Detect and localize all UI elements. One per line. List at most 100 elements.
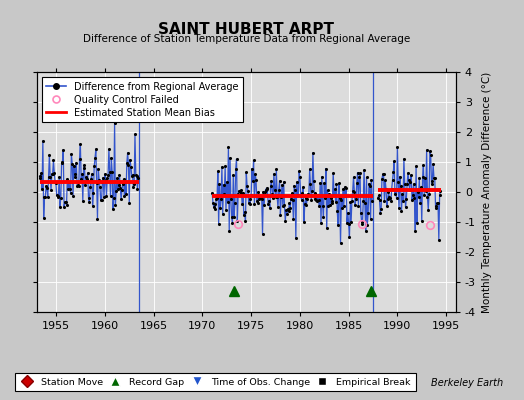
Point — [211, 206, 220, 212]
Point — [319, 203, 327, 209]
Point — [332, 199, 340, 205]
Point — [425, 191, 433, 197]
Point — [289, 216, 298, 222]
Point — [290, 182, 298, 189]
Point — [322, 225, 331, 232]
Point — [238, 201, 246, 208]
Point — [250, 201, 259, 208]
Point — [81, 182, 90, 189]
Point — [427, 181, 435, 187]
Point — [63, 176, 71, 182]
Point — [271, 194, 280, 200]
Point — [37, 170, 46, 176]
Point — [361, 200, 369, 206]
Legend: Difference from Regional Average, Quality Control Failed, Estimated Station Mean: Difference from Regional Average, Qualit… — [41, 77, 243, 122]
Point — [391, 191, 399, 198]
Point — [345, 234, 354, 240]
Point — [269, 195, 277, 201]
Point — [334, 222, 342, 229]
Point — [80, 165, 88, 172]
Point — [431, 205, 440, 211]
Point — [59, 146, 68, 153]
Point — [232, 166, 240, 172]
Point — [300, 219, 308, 226]
Point — [73, 182, 81, 189]
Point — [69, 192, 77, 199]
Point — [261, 186, 270, 193]
Y-axis label: Monthly Temperature Anomaly Difference (°C): Monthly Temperature Anomaly Difference (… — [482, 71, 492, 313]
Point — [391, 186, 400, 192]
Point — [400, 181, 409, 187]
Point — [421, 174, 429, 181]
Point — [344, 220, 353, 227]
Point — [396, 174, 404, 180]
Point — [313, 198, 321, 204]
Point — [409, 180, 418, 187]
Point — [219, 211, 227, 217]
Point — [72, 160, 81, 166]
Point — [110, 195, 118, 202]
Point — [264, 201, 272, 208]
Point — [93, 216, 102, 222]
Point — [436, 188, 445, 194]
Point — [66, 186, 74, 192]
Point — [415, 175, 423, 181]
Point — [235, 188, 243, 194]
Point — [422, 147, 431, 153]
Point — [98, 179, 106, 186]
Point — [406, 179, 414, 185]
Point — [39, 138, 47, 144]
Point — [323, 187, 332, 193]
Point — [239, 189, 247, 196]
Point — [103, 175, 112, 182]
Point — [337, 197, 345, 203]
Point — [245, 196, 254, 202]
Point — [116, 184, 125, 191]
Point — [350, 188, 358, 195]
Point — [245, 200, 253, 206]
Point — [257, 196, 266, 202]
Point — [229, 172, 237, 178]
Point — [425, 148, 434, 154]
Point — [239, 212, 248, 218]
Point — [228, 219, 237, 226]
Point — [358, 220, 367, 227]
Point — [428, 178, 436, 184]
Point — [405, 176, 413, 183]
Point — [248, 178, 257, 184]
Point — [70, 174, 79, 180]
Point — [390, 158, 398, 164]
Point — [424, 206, 432, 213]
Text: SAINT HUBERT ARPT: SAINT HUBERT ARPT — [158, 22, 334, 37]
Point — [432, 203, 441, 209]
Point — [255, 196, 264, 202]
Point — [96, 197, 105, 203]
Point — [102, 193, 111, 199]
Point — [279, 203, 287, 210]
Point — [278, 182, 286, 188]
Point — [379, 171, 388, 177]
Point — [252, 177, 260, 183]
Point — [381, 177, 389, 183]
Point — [114, 182, 123, 188]
Point — [261, 188, 269, 195]
Point — [223, 198, 232, 205]
Point — [309, 150, 317, 156]
Point — [251, 171, 259, 177]
Point — [39, 215, 48, 222]
Point — [96, 184, 104, 190]
Point — [83, 170, 92, 176]
Point — [267, 178, 276, 184]
Point — [127, 172, 136, 179]
Point — [76, 141, 84, 147]
Point — [77, 176, 85, 182]
Point — [413, 189, 422, 196]
Point — [58, 160, 66, 166]
Point — [111, 202, 119, 208]
Point — [52, 180, 60, 186]
Point — [254, 189, 263, 195]
Point — [374, 194, 382, 201]
Point — [71, 170, 80, 177]
Point — [364, 210, 373, 216]
Point — [133, 185, 141, 192]
